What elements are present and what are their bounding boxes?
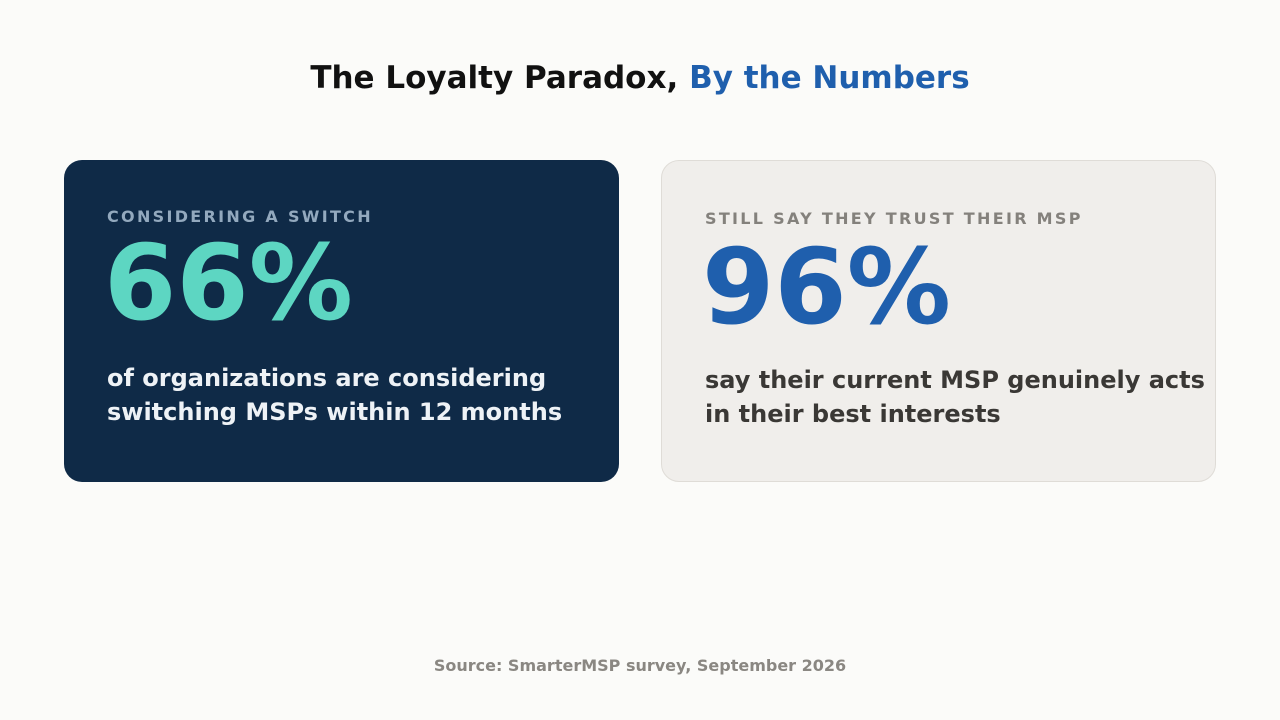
- stat-card-description: say their current MSP genuinely acts in …: [705, 366, 1205, 428]
- stat-card-value: 96%: [702, 226, 951, 348]
- stat-card-trust-msp: STILL SAY THEY TRUST THEIR MSP 96% say t…: [661, 160, 1216, 482]
- slide-title: The Loyalty Paradox, By the Numbers: [0, 58, 1280, 98]
- source-footnote: Source: SmarterMSP survey, September 202…: [433, 656, 847, 675]
- stat-card-considering-switch: CONSIDERING A SWITCH 66% of organization…: [64, 160, 619, 482]
- stat-card-description: of organizations are considering switchi…: [107, 364, 563, 426]
- stat-card-value: 66%: [104, 222, 353, 344]
- slide-title-main: The Loyalty Paradox,: [310, 60, 690, 96]
- stat-card-eyebrow: CONSIDERING A SWITCH: [107, 207, 373, 226]
- stat-card-eyebrow: STILL SAY THEY TRUST THEIR MSP: [705, 209, 1083, 228]
- slide-title-accent: By the Numbers: [689, 60, 970, 96]
